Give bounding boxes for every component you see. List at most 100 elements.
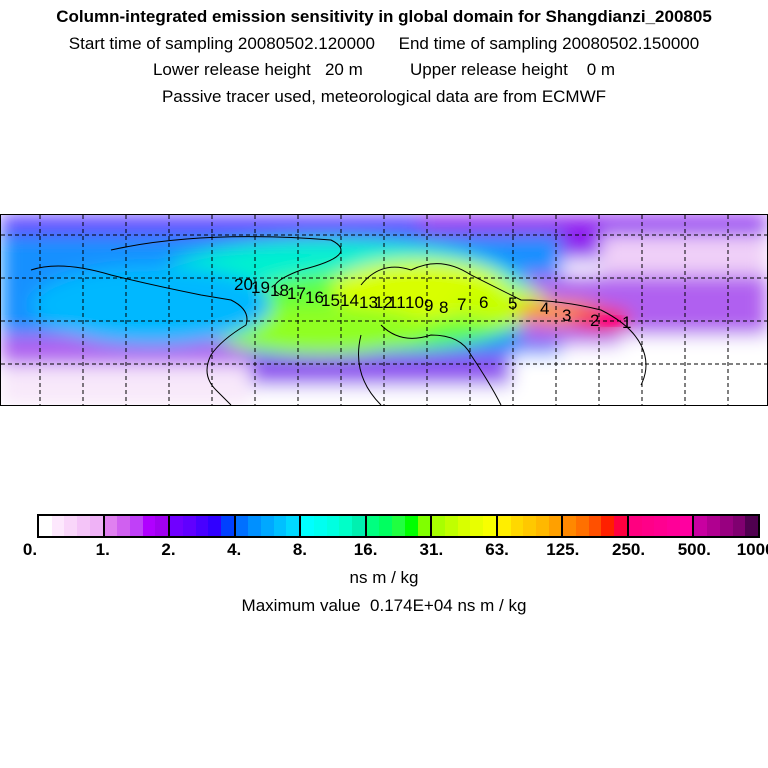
- trajectory-cluster-label: 17: [287, 284, 306, 303]
- colorbar-cell: [366, 516, 380, 536]
- colorbar-cell: [483, 516, 496, 536]
- colorbar-cell: [313, 516, 327, 536]
- colorbar-cell: [628, 516, 642, 536]
- colorbar-segment: [104, 516, 171, 536]
- colorbar-cell: [707, 516, 720, 536]
- colorbar-cell: [614, 516, 627, 536]
- colorbar-tick-label: 31.: [419, 540, 444, 559]
- colorbar-cell: [548, 516, 562, 536]
- colorbar-cell: [417, 516, 431, 536]
- sampling-times: Start time of sampling 20080502.120000 E…: [0, 34, 768, 54]
- colorbar-tick-label: 63.: [485, 540, 509, 559]
- trajectory-cluster-label: 2: [590, 311, 599, 330]
- coastlines: [30, 236, 647, 405]
- release-heights: Lower release height 20 m Upper release …: [0, 60, 768, 80]
- colorbar-segment: [694, 516, 758, 536]
- colorbar-cell: [457, 516, 471, 536]
- trajectory-cluster-label: 13: [359, 293, 378, 312]
- trajectory-cluster-label: 20: [234, 275, 253, 294]
- colorbar-cell: [104, 516, 118, 536]
- colorbar-cell: [77, 516, 90, 536]
- colorbar-tick-label: 0.: [22, 540, 38, 559]
- colorbar-cell: [732, 516, 746, 536]
- colorbar-cell: [129, 516, 143, 536]
- colorbar-cell: [142, 516, 156, 536]
- colorbar-segment: [235, 516, 302, 536]
- colorbar-cell: [444, 516, 458, 536]
- colorbar-tick-label: 1000.: [736, 540, 768, 559]
- colorbar-cell: [339, 516, 352, 536]
- trajectory-cluster-label: 12: [374, 293, 393, 312]
- trajectory-cluster-label: 3: [562, 306, 571, 325]
- colorbar-cell: [641, 516, 655, 536]
- colorbar-cell: [326, 516, 340, 536]
- trajectory-cluster-label: 6: [479, 293, 488, 312]
- colorbar-cell: [273, 516, 287, 536]
- colorbar-cell: [89, 516, 103, 536]
- colorbar-cell: [523, 516, 536, 536]
- colorbar-tick-label: 1.: [95, 540, 110, 559]
- upper-release-height: Upper release height 0 m: [409, 60, 616, 79]
- colorbar-cell: [588, 516, 602, 536]
- colorbar-cell: [352, 516, 365, 536]
- colorbar-cell: [404, 516, 418, 536]
- colorbar-cell: [195, 516, 209, 536]
- colorbar-cell: [286, 516, 300, 536]
- sensitivity-map: 1 2 3 4 5 6 7 8 9 10 11 12 13 14 15 16 17 18 19 20: [0, 214, 768, 406]
- colorbar-tick-label: 2.: [161, 540, 176, 559]
- colorbar-tick-label: 8.: [292, 540, 307, 559]
- colorbar-tick-label: 16.: [353, 540, 378, 559]
- colorbar: [37, 514, 760, 538]
- colorbar-segment: [432, 516, 498, 536]
- colorbar-cell: [745, 516, 758, 536]
- trajectory-cluster-label: 14: [340, 291, 359, 310]
- trajectory-cluster-label: 15: [321, 291, 340, 310]
- colorbar-unit: ns m / kg: [349, 568, 419, 587]
- trajectory-cluster-label: 10: [405, 293, 424, 312]
- colorbar-cell: [182, 516, 196, 536]
- colorbar-segment: [301, 516, 367, 536]
- colorbar-cell: [601, 516, 615, 536]
- lower-release-height: Lower release height 20 m: [152, 60, 363, 79]
- colorbar-cell: [220, 516, 234, 536]
- colorbar-cell: [694, 516, 708, 536]
- trajectory-cluster-label: 4: [540, 299, 549, 318]
- trajectory-cluster-label: 11: [388, 293, 406, 312]
- colorbar-cell: [563, 516, 577, 536]
- tracer-note: Passive tracer used, meteorological data…: [161, 87, 607, 106]
- colorbar-cell: [301, 516, 314, 536]
- trajectory-cluster-label: 5: [508, 294, 517, 313]
- colorbar-cell: [497, 516, 511, 536]
- plot-title: Column-integrated emission sensitivity i…: [56, 7, 712, 26]
- colorbar-cell: [261, 516, 274, 536]
- trajectory-cluster-label: 7: [457, 295, 466, 314]
- colorbar-tick-label: 4.: [227, 540, 242, 559]
- trajectory-cluster-label: 18: [270, 281, 289, 300]
- colorbar-cell: [248, 516, 262, 536]
- colorbar-cell: [208, 516, 221, 536]
- trajectory-cluster-label: 1: [622, 313, 631, 332]
- colorbar-segment: [563, 516, 629, 536]
- colorbar-segment: [366, 516, 433, 536]
- colorbar-cell: [719, 516, 733, 536]
- start-time: Start time of sampling 20080502.120000: [68, 34, 376, 53]
- colorbar-cell: [654, 516, 668, 536]
- maximum-value: Maximum value 0.174E+04 ns m / kg: [241, 596, 527, 615]
- colorbar-cell: [667, 516, 680, 536]
- colorbar-cell: [51, 516, 65, 536]
- colorbar-cell: [679, 516, 693, 536]
- trajectory-cluster-label: 8: [439, 298, 448, 317]
- colorbar-cell: [235, 516, 249, 536]
- colorbar-segment: [628, 516, 695, 536]
- colorbar-segment: [170, 516, 236, 536]
- colorbar-segment: [39, 516, 105, 536]
- colorbar-cell: [39, 516, 52, 536]
- colorbar-cell: [576, 516, 589, 536]
- grid-lines: [1, 215, 767, 405]
- colorbar-cell: [470, 516, 484, 536]
- end-time: End time of sampling 20080502.150000: [398, 34, 700, 53]
- colorbar-tick-label: 250.: [611, 540, 646, 559]
- colorbar-tick-label: 125.: [546, 540, 580, 559]
